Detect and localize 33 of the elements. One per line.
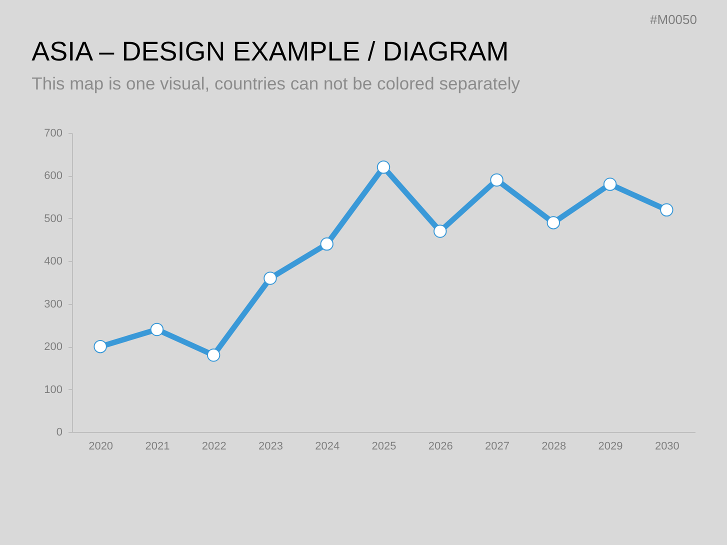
y-tick-label: 100: [44, 384, 62, 396]
x-tick-label: 2026: [428, 440, 453, 452]
x-tick-label: 2023: [258, 440, 283, 452]
point: [376, 160, 390, 174]
point: [546, 216, 560, 230]
x-tick-label: 2025: [372, 440, 396, 452]
chart-title: ASIA – DESIGN EXAMPLE / DIAGRAM: [32, 36, 509, 66]
y-tick-label: 400: [44, 256, 62, 268]
point: [206, 348, 220, 362]
y-tick-label: 300: [44, 298, 62, 310]
y-tick-label: 200: [44, 341, 62, 354]
x-tick-label: 2028: [542, 440, 566, 452]
x-tick-label: 2027: [485, 440, 510, 452]
chart-subtitle: This map is one visual, countries can not be colored separately: [32, 74, 520, 94]
y-tick-label: 600: [44, 170, 62, 182]
y-tick-label: 0: [56, 426, 62, 438]
point: [320, 237, 334, 251]
point: [264, 272, 277, 285]
point: [603, 178, 617, 191]
point: [490, 173, 504, 187]
x-tick-label: 2030: [654, 440, 680, 452]
x-tick-label: 2022: [202, 440, 226, 452]
x-tick-label: 2024: [315, 440, 340, 452]
point: [434, 224, 447, 238]
point: [150, 322, 164, 336]
point: [94, 340, 107, 354]
x-tick-label: 2021: [145, 440, 170, 452]
point: [660, 203, 674, 216]
x-tick-label: 2029: [598, 440, 623, 452]
y-tick-label: 500: [44, 212, 62, 225]
text: #M0050: [650, 12, 697, 27]
y-tick-label: 700: [44, 128, 62, 140]
x-tick-label: 2020: [88, 440, 114, 452]
